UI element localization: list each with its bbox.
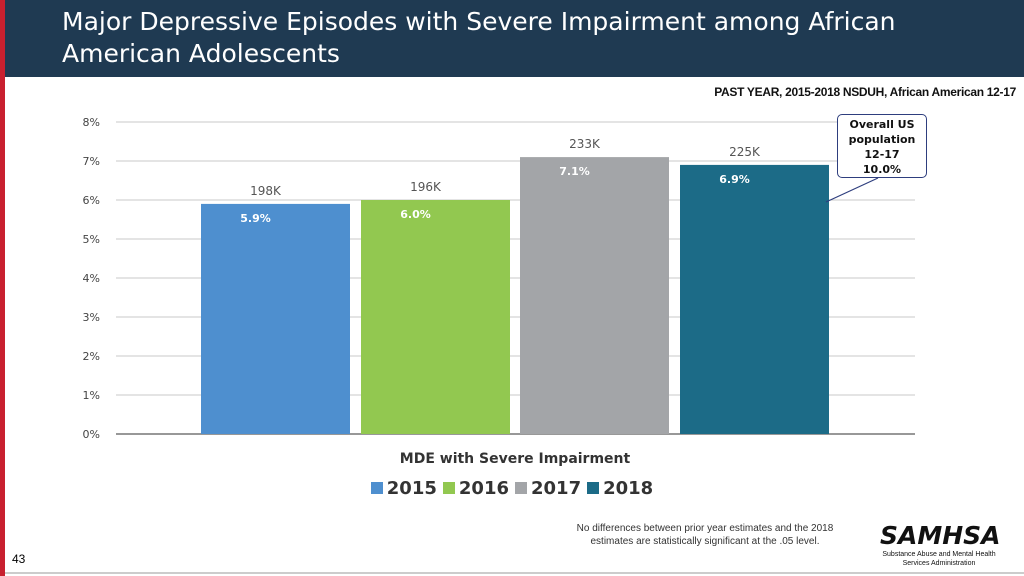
footnote: No differences between prior year estima… [540, 522, 870, 548]
samhsa-logo: SAMHSA Substance Abuse and Mental Health… [880, 521, 1001, 568]
legend-label: 2015 [386, 478, 437, 499]
footnote-line-1: No differences between prior year estima… [576, 523, 834, 534]
count-label: 196K [410, 180, 442, 194]
header-bar [5, 0, 1024, 77]
title-line-1: Major Depressive Episodes with Severe Im… [62, 7, 896, 36]
chart-legend: 2015 2016 2017 2018 [0, 478, 1024, 499]
legend-label: 2018 [603, 478, 654, 499]
count-label: 225K [729, 145, 761, 159]
bar-2017 [520, 157, 669, 434]
y-tick-label: 7% [83, 155, 100, 168]
logo-subtitle-2: Services Administration [902, 560, 976, 567]
footnote-line-2: estimates are statistically significant … [590, 536, 820, 547]
bar-2018 [680, 164, 829, 434]
page-number: 43 [12, 552, 26, 566]
count-label: 233K [569, 137, 601, 151]
title-line-2: American Adolescents [62, 39, 340, 68]
value-label: 7.1% [559, 165, 590, 178]
callout-line-4: 10.0% [862, 163, 902, 176]
logo-subtitle-1: Substance Abuse and Mental Health [882, 551, 996, 558]
callout-pointer [825, 177, 879, 203]
legend-item-2015: 2015 [370, 478, 437, 499]
y-tick-label: 6% [83, 194, 100, 207]
y-tick-label: 4% [83, 272, 100, 285]
legend-label: 2016 [458, 478, 509, 499]
count-label: 198K [250, 184, 282, 198]
y-tick-label: 0% [83, 428, 100, 441]
page-title: Major Depressive Episodes with Severe Im… [62, 6, 1002, 70]
value-label: 6.0% [400, 208, 431, 221]
legend-item-2016: 2016 [442, 478, 509, 499]
bar-2015 [201, 203, 350, 434]
bar-2016 [361, 200, 510, 434]
y-tick-label: 3% [83, 311, 100, 324]
chart-subtitle: PAST YEAR, 2015-2018 NSDUH, African Amer… [714, 85, 1016, 99]
bar-chart: 0% 1% 2% 3% 4% 5% 6% 7% 8% 5.9% 198K 6.0% 196K 7.1% 23… [83, 116, 915, 467]
overall-population-callout: Overall US population 12-17 10.0% [837, 114, 927, 178]
legend-swatch [442, 482, 455, 494]
legend-swatch [587, 482, 600, 494]
callout-line-1: Overall US [849, 118, 915, 131]
value-label: 5.9% [240, 212, 271, 225]
legend-label: 2017 [531, 478, 582, 499]
legend-swatch [370, 482, 383, 494]
legend-item-2018: 2018 [587, 478, 653, 499]
x-axis-label: MDE with Severe Impairment [400, 451, 631, 467]
callout-line-2: population [848, 133, 916, 146]
bottom-divider [5, 572, 1024, 574]
value-label: 6.9% [719, 173, 750, 186]
accent-bar [0, 0, 5, 576]
y-tick-label: 2% [83, 350, 100, 363]
legend-swatch [515, 482, 527, 494]
y-tick-label: 5% [83, 233, 100, 246]
legend-item-2017: 2017 [515, 478, 581, 499]
logo-wordmark: SAMHSA [880, 521, 1001, 550]
y-tick-label: 1% [83, 389, 100, 402]
callout-line-3: 12-17 [864, 148, 900, 161]
y-tick-label: 8% [83, 116, 100, 129]
